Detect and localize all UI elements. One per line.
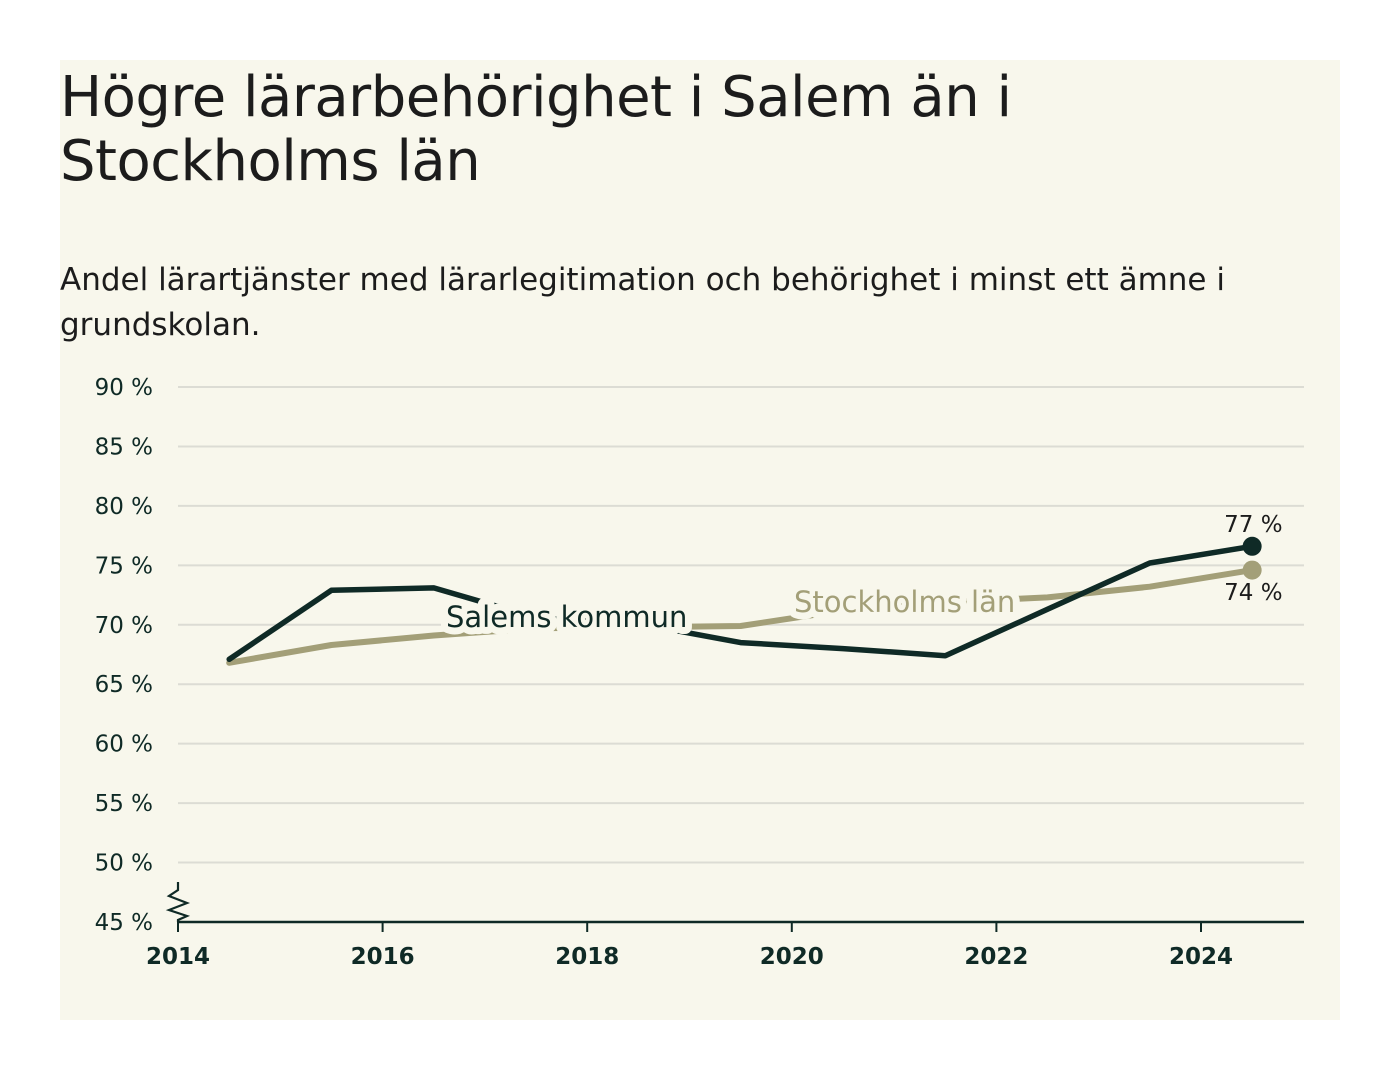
end-label-stockholm: 74 % <box>1224 580 1282 606</box>
series-lines <box>226 536 1262 666</box>
axes: 45 % 50 % 55 % 60 % 65 % 70 % 75 % 80 % 85 % 90 %… <box>95 375 1304 970</box>
x-tick-label: 2020 <box>760 944 824 970</box>
end-label-salem: 77 % <box>1224 512 1282 538</box>
chart-title: Högre lärarbehörighet i Salem än i Stock… <box>60 65 1012 194</box>
y-tick-label: 90 % <box>95 375 153 401</box>
series-line-salem <box>226 543 1255 663</box>
y-tick-label: 75 % <box>95 553 153 579</box>
x-tick-label: 2024 <box>1169 944 1233 970</box>
y-tick-label: 70 % <box>95 613 153 639</box>
series-label-salem-halo: Salems kommun <box>446 600 687 634</box>
series-label-stockholm: Stockholms län <box>794 585 1015 619</box>
y-tick-label: 65 % <box>95 672 153 698</box>
x-tick-label: 2014 <box>146 944 210 970</box>
chart-panel: Högre lärarbehörighet i Salem än i Stock… <box>60 60 1340 1020</box>
y-tick-label: 55 % <box>95 791 153 817</box>
x-tick-label: 2018 <box>555 944 619 970</box>
y-tick-label: 60 % <box>95 732 153 758</box>
end-marker-salem <box>1242 536 1262 556</box>
end-marker-stockholm <box>1242 560 1262 580</box>
x-tick-label: 2016 <box>351 944 415 970</box>
axis-break-icon <box>165 882 191 922</box>
line-chart: 45 % 50 % 55 % 60 % 65 % 70 % 75 % 80 % 85 % 90 %… <box>95 375 1304 970</box>
x-tick-label: 2022 <box>964 944 1028 970</box>
series-label-stockholm-halo: Stockholms län <box>794 585 1015 619</box>
y-tick-label: 45 % <box>95 910 153 936</box>
series-label-salem: Salems kommun <box>446 600 687 634</box>
y-tick-label: 85 % <box>95 434 153 460</box>
y-tick-label: 50 % <box>95 851 153 877</box>
y-tick-label: 80 % <box>95 494 153 520</box>
chart-subtitle: Andel lärartjänster med lärarlegitimatio… <box>60 262 1225 343</box>
